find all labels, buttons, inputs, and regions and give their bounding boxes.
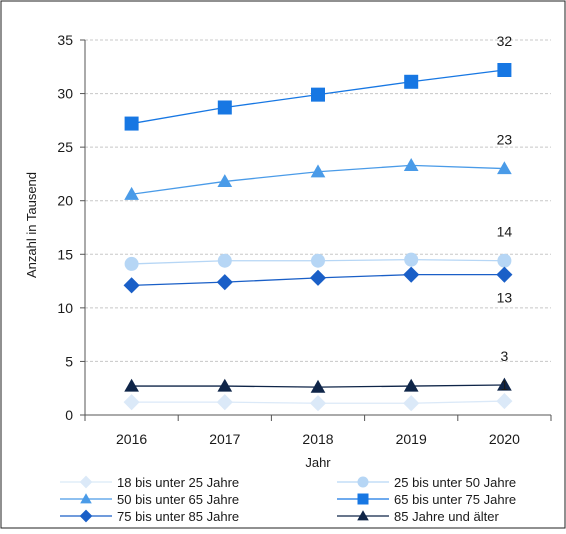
data-point <box>309 269 327 286</box>
data-point <box>123 277 140 294</box>
end-value-label: 13 <box>497 290 513 306</box>
legend-label: 85 Jahre und älter <box>394 509 499 524</box>
legend-label: 18 bis unter 25 Jahre <box>117 475 239 490</box>
data-point <box>311 87 325 102</box>
data-point <box>310 164 326 178</box>
data-point <box>123 394 140 411</box>
x-tick-label: 2018 <box>302 431 333 447</box>
legend-marker <box>357 510 369 521</box>
series-layer <box>123 63 513 412</box>
series-5 <box>123 266 513 294</box>
legend-label: 75 bis unter 85 Jahre <box>117 509 239 524</box>
legend-entry: 65 bis unter 75 Jahre <box>337 492 516 507</box>
y-tick-label: 35 <box>57 32 73 48</box>
end-value-label: 3 <box>501 348 509 364</box>
data-point <box>124 378 139 392</box>
legend-marker <box>79 475 93 489</box>
legend-marker <box>80 493 92 504</box>
x-tick-label: 2017 <box>209 431 240 447</box>
data-point <box>310 379 326 393</box>
data-point <box>404 252 419 267</box>
data-point <box>124 256 139 271</box>
legend-marker <box>79 509 93 523</box>
y-tick-label: 0 <box>65 407 73 423</box>
data-point <box>403 395 420 412</box>
legend-label: 25 bis unter 50 Jahre <box>394 475 516 490</box>
series-6 <box>124 377 512 393</box>
legend-label: 65 bis unter 75 Jahre <box>394 492 516 507</box>
x-tick-label: 2020 <box>489 431 520 447</box>
data-point <box>497 63 512 77</box>
data-point <box>216 274 233 291</box>
legend-entry: 50 bis unter 65 Jahre <box>60 492 239 507</box>
legend-label: 50 bis unter 65 Jahre <box>117 492 239 507</box>
data-point <box>496 393 513 410</box>
y-tick-label: 20 <box>57 193 73 209</box>
y-tick-label: 30 <box>57 86 73 102</box>
series-4 <box>124 63 512 131</box>
data-point <box>217 378 233 392</box>
y-axis-title: Anzahl in Tausend <box>24 172 39 278</box>
legend-entry: 25 bis unter 50 Jahre <box>337 475 516 490</box>
y-tick-label: 5 <box>65 353 73 369</box>
legend-marker <box>357 476 369 488</box>
end-value-label: 23 <box>497 132 513 148</box>
series-3 <box>124 158 512 200</box>
y-tick-label: 15 <box>57 246 73 262</box>
data-point <box>403 378 419 392</box>
series-2 <box>124 252 512 271</box>
end-value-label: 32 <box>497 33 513 49</box>
legend-entry: 18 bis unter 25 Jahre <box>60 475 239 490</box>
end-value-label: 14 <box>497 224 513 240</box>
x-tick-label: 2016 <box>116 431 147 447</box>
data-point <box>496 266 513 283</box>
data-point <box>124 186 139 200</box>
data-point <box>497 377 512 391</box>
legend-entry: 75 bis unter 85 Jahre <box>60 509 239 524</box>
data-point <box>216 394 233 411</box>
data-point <box>497 253 512 268</box>
data-point <box>403 266 420 283</box>
data-point <box>217 100 232 115</box>
data-point <box>217 253 232 268</box>
legend-marker <box>357 493 369 505</box>
series-1 <box>123 393 513 412</box>
legend: 18 bis unter 25 Jahre 25 bis unter 50 Jah… <box>60 475 516 524</box>
data-point <box>309 395 327 412</box>
y-tick-label: 10 <box>57 300 73 316</box>
data-point <box>124 116 139 131</box>
y-tick-label: 25 <box>57 139 73 155</box>
data-point <box>311 253 325 268</box>
x-axis-title: Jahr <box>305 455 331 470</box>
x-tick-label: 2019 <box>396 431 427 447</box>
data-point <box>497 161 512 175</box>
legend-entry: 85 Jahre und älter <box>337 509 499 524</box>
data-point <box>403 158 419 171</box>
data-label-layer: 1 14 23 32 13 3 <box>497 33 513 393</box>
data-point <box>217 174 233 188</box>
axis-layer: 0 5 10 15 20 25 30 35 2016 2017 2018 2019 2020 <box>57 32 552 447</box>
data-point <box>404 74 419 89</box>
end-value-label: 1 <box>501 377 509 393</box>
